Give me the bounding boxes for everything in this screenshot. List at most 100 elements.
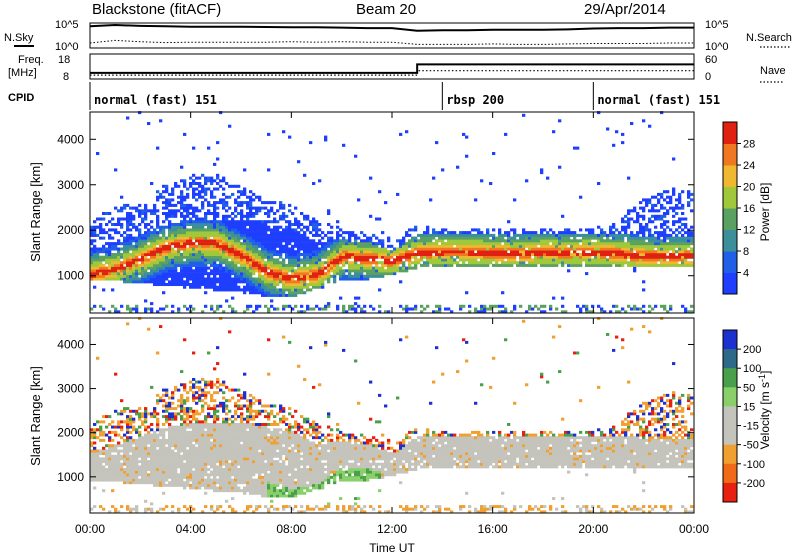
power-cell [324,277,328,281]
power-cell [474,228,478,232]
power-cell [225,283,229,287]
velocity-cell [129,475,133,479]
power-cell [195,187,199,191]
power-cell [336,236,340,240]
power-cell [375,263,379,267]
power-cell [654,253,658,257]
power-cell [96,263,100,267]
velocity-cell [177,454,181,458]
power-cell [171,266,175,270]
power-cell [585,242,589,246]
power-cell [363,263,367,267]
power-ytick-label: 2000 [57,223,84,237]
power-cell [324,255,328,259]
velocity-cell [138,433,142,437]
power-cell [90,247,94,251]
power-cell [309,266,313,270]
power-cell [651,255,655,259]
power-cell [681,203,685,207]
power-cell [273,220,277,224]
power-cell [216,285,220,289]
power-colorbar-tick: 4 [743,268,749,280]
power-cell [369,236,373,240]
power-cell [336,269,340,273]
power-cell [201,233,205,237]
power-cell [327,223,331,227]
power-cell [492,228,496,232]
velocity-cell [174,433,178,437]
power-cell [348,274,352,278]
power-cell [150,272,154,276]
power-cell [360,253,364,257]
velocity-cell [165,505,169,509]
power-cell [435,141,439,145]
power-cell [270,274,274,278]
power-cell [264,239,268,243]
power-cell [159,231,163,235]
velocity-cell [138,449,142,453]
power-cell [198,236,202,240]
power-cell [222,192,226,196]
power-cell [528,307,532,311]
power-cell [201,184,205,188]
power-cell [294,244,298,248]
power-cell [549,304,553,308]
power-cell [147,263,151,267]
power-cell [366,247,370,251]
power-cell [657,247,661,251]
power-cell [534,244,538,248]
power-cell [321,274,325,278]
power-cell [309,255,313,259]
power-cell [327,272,331,276]
velocity-cell [156,393,160,397]
power-cell [216,236,220,240]
velocity-cell [192,473,196,477]
power-cell [501,304,505,308]
power-cell [327,261,331,265]
velocity-cell [180,457,184,461]
power-cell [156,233,160,237]
power-cell [279,255,283,259]
power-cell [228,250,232,254]
velocity-cell [114,462,118,466]
power-cell [129,280,133,284]
velocity-cell [141,415,145,419]
power-cell [525,244,529,248]
power-cell [186,223,190,227]
power-cell [315,223,319,227]
power-cell [669,304,673,308]
power-cell [687,253,691,257]
power-cell [549,236,553,240]
velocity-cell [123,462,127,466]
power-cell [690,263,694,267]
velocity-cell [189,462,193,466]
power-cell [552,247,556,251]
power-cell [324,261,328,265]
power-cell [456,244,460,248]
power-cell [204,179,208,183]
power-cell [336,304,340,308]
power-cell [540,247,544,251]
velocity-cell [120,444,124,448]
velocity-cell [153,470,157,474]
power-cell [162,261,166,265]
power-cell [222,253,226,257]
power-cell [630,209,634,213]
power-cell [168,274,172,278]
power-cell [450,253,454,257]
power-cell [663,214,667,218]
power-cell [270,244,274,248]
velocity-cell [147,460,151,464]
power-cell [138,223,142,227]
power-cell [348,250,352,254]
power-cell [660,258,664,262]
power-cell [504,247,508,251]
power-cell [291,277,295,281]
power-cell [465,154,469,158]
velocity-cell [189,486,193,490]
power-cell [330,247,334,251]
power-cell [126,307,130,311]
power-cell [657,198,661,202]
velocity-cell [144,446,148,450]
